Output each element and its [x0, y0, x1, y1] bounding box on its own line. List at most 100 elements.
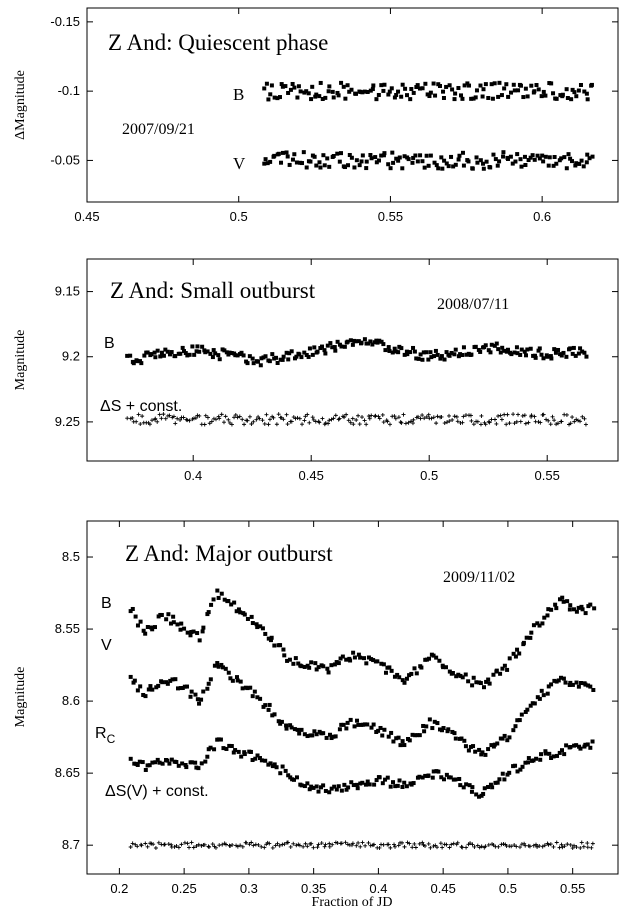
data-point — [138, 684, 143, 689]
data-point — [536, 419, 541, 424]
data-point — [568, 680, 573, 685]
data-point — [557, 750, 562, 755]
data-point — [481, 685, 486, 690]
data-point — [205, 686, 210, 691]
data-point — [477, 747, 482, 752]
data-point — [531, 623, 536, 628]
data-point — [511, 728, 516, 733]
data-point — [389, 730, 394, 735]
data-point — [397, 778, 402, 783]
data-point — [525, 94, 530, 99]
data-point — [584, 91, 589, 96]
data-point — [390, 350, 395, 355]
data-point — [489, 342, 494, 347]
data-point — [354, 843, 359, 848]
data-point — [245, 361, 250, 366]
data-point — [274, 765, 279, 770]
data-point — [189, 630, 194, 635]
data-point — [224, 842, 229, 847]
data-point — [299, 664, 304, 669]
data-point — [552, 418, 557, 423]
data-point — [439, 414, 444, 419]
data-point — [559, 156, 564, 161]
data-point — [156, 683, 161, 688]
data-point — [138, 422, 143, 427]
data-point — [348, 658, 353, 663]
data-point — [196, 766, 201, 771]
series-label-rc: RC — [95, 725, 116, 746]
data-point — [299, 727, 304, 732]
data-point — [323, 788, 328, 793]
data-point — [141, 692, 146, 697]
y-tick-label: 9.25 — [55, 414, 80, 429]
data-point — [403, 421, 408, 426]
data-point — [395, 783, 400, 788]
data-point — [206, 844, 211, 849]
data-point — [523, 86, 528, 91]
data-point — [470, 683, 475, 688]
data-point — [383, 777, 388, 782]
data-point — [199, 761, 204, 766]
data-point — [561, 599, 566, 604]
data-point — [486, 95, 491, 100]
x-tick-label: 0.4 — [369, 881, 387, 896]
data-point — [341, 84, 346, 89]
data-point — [398, 420, 403, 425]
data-point — [507, 421, 512, 426]
data-point — [128, 844, 133, 849]
data-point — [161, 412, 166, 417]
data-point — [541, 412, 546, 417]
data-point — [317, 420, 322, 425]
data-point — [392, 346, 397, 351]
data-point — [410, 732, 415, 737]
data-point — [468, 744, 473, 749]
data-point — [199, 697, 204, 702]
data-point — [386, 92, 391, 97]
data-point — [248, 749, 253, 754]
data-point — [582, 89, 587, 94]
data-point — [504, 82, 509, 87]
data-point — [371, 722, 376, 727]
data-point — [327, 418, 332, 423]
data-point — [252, 689, 257, 694]
data-point — [492, 417, 497, 422]
data-point — [292, 152, 297, 157]
data-point — [426, 841, 431, 846]
y-axis-label: ΔMagnitude — [13, 70, 28, 140]
data-point — [296, 661, 301, 666]
data-point — [298, 89, 303, 94]
data-point — [276, 151, 281, 156]
data-point — [344, 726, 349, 731]
data-point — [149, 352, 154, 357]
data-point — [319, 841, 324, 846]
data-point — [539, 752, 544, 757]
data-point — [581, 164, 586, 169]
data-point — [187, 418, 192, 423]
data-point — [505, 156, 510, 161]
data-point — [245, 616, 250, 621]
data-point — [424, 350, 429, 355]
data-point — [223, 414, 228, 419]
data-point — [153, 845, 158, 850]
data-point — [402, 780, 407, 785]
data-point — [426, 163, 431, 168]
data-point — [292, 85, 297, 90]
data-point — [284, 723, 289, 728]
data-point — [564, 166, 569, 171]
data-point — [566, 152, 571, 157]
data-point — [590, 739, 595, 744]
data-point — [574, 609, 579, 614]
data-point — [447, 669, 452, 674]
data-point — [555, 753, 560, 758]
data-point — [369, 725, 374, 730]
data-point — [473, 749, 478, 754]
data-point — [455, 840, 460, 845]
data-point — [377, 845, 382, 850]
data-point — [565, 96, 570, 101]
y-tick-label: 8.55 — [55, 621, 80, 636]
data-point — [412, 841, 417, 846]
data-point — [209, 419, 214, 424]
data-point — [468, 841, 473, 846]
data-point — [439, 155, 444, 160]
